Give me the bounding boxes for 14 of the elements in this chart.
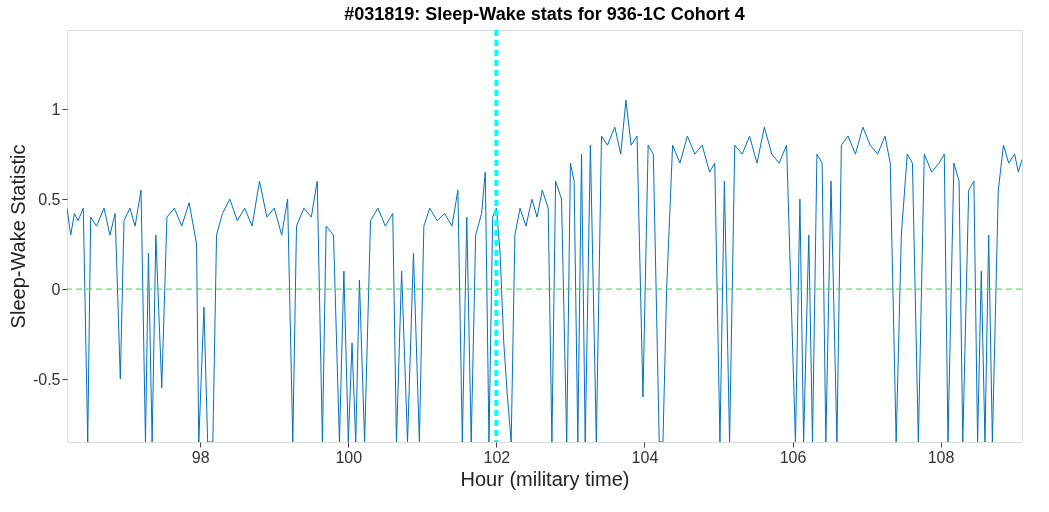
x-tick-label: 108 xyxy=(927,448,955,466)
x-tick-label: 98 xyxy=(191,448,210,466)
y-tick-label: -0.5 xyxy=(32,370,61,388)
chart-title: #031819: Sleep-Wake stats for 936-1C Cohort 4 xyxy=(344,4,745,24)
y-tick-label: 0.5 xyxy=(38,190,61,208)
line-series xyxy=(67,99,1022,442)
x-tick-label: 104 xyxy=(631,448,659,466)
y-tick-label: 1 xyxy=(51,100,61,118)
y-tick-label: 0 xyxy=(51,280,61,298)
x-tick-label: 102 xyxy=(483,448,511,466)
x-axis-title: Hour (military time) xyxy=(460,467,630,490)
y-axis-title: Sleep-Wake Statistic xyxy=(6,144,29,329)
x-tick-label: 106 xyxy=(779,448,807,466)
x-tick-label: 100 xyxy=(335,448,363,466)
